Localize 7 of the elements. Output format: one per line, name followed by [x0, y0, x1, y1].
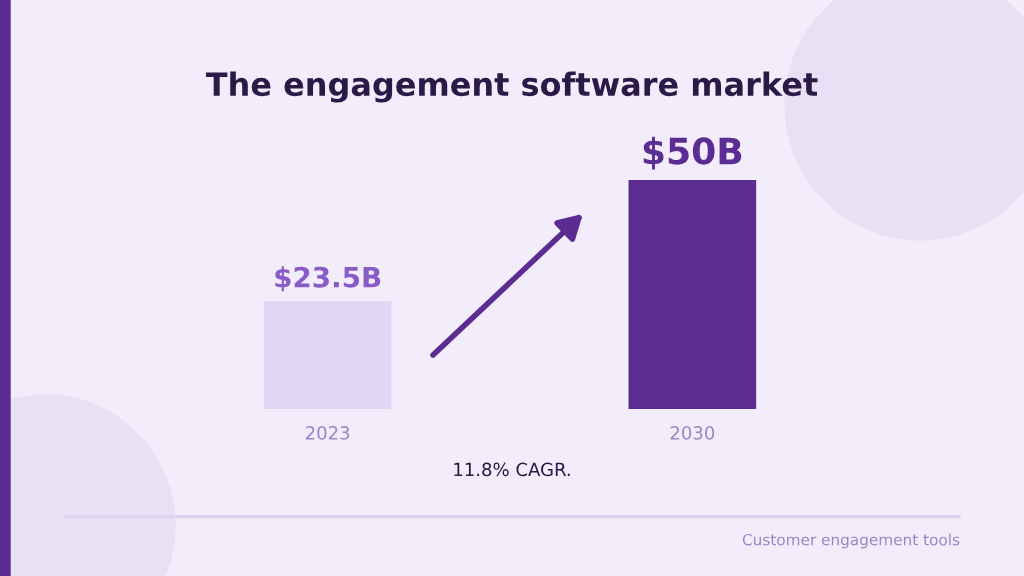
- x-tick-label: 2030: [670, 425, 715, 440]
- text: Customer engagement tools: [742, 533, 960, 549]
- x-tick-label: 2023: [305, 425, 350, 440]
- text: 11.8% CAGR.: [454, 462, 570, 477]
- chart-title: The engagement software market: [205, 71, 818, 103]
- data-label: $50B: [643, 136, 742, 170]
- data-label: $23.5B: [275, 266, 381, 292]
